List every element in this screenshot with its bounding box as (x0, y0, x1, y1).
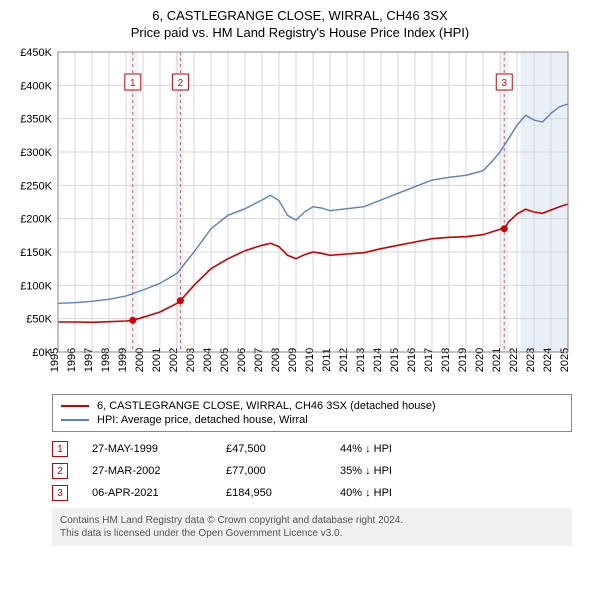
sales-row-hpi: 40% ↓ HPI (340, 487, 450, 499)
shading-band (129, 52, 138, 352)
x-axis-label: 2021 (491, 348, 503, 372)
sales-row-hpi: 44% ↓ HPI (340, 443, 450, 455)
y-axis-label: £200K (20, 214, 52, 226)
x-axis-label: 2002 (168, 348, 180, 372)
x-axis-label: 2017 (423, 348, 435, 372)
sale-point (501, 225, 508, 232)
sale-marker-num: 1 (130, 78, 136, 89)
y-axis-label: £100K (20, 280, 52, 292)
sale-marker-num: 2 (178, 78, 184, 89)
x-axis-label: 1998 (100, 348, 112, 372)
x-axis-label: 2006 (236, 348, 248, 372)
footer-attribution: Contains HM Land Registry data © Crown c… (52, 508, 572, 546)
x-axis-label: 1999 (117, 348, 129, 372)
x-axis-label: 2001 (151, 348, 163, 372)
x-axis-label: 2023 (525, 348, 537, 372)
chart-area: £0K£50K£100K£150K£200K£250K£300K£350K£40… (12, 46, 588, 386)
sales-table: 1 27-MAY-1999 £47,500 44% ↓ HPI 2 27-MAR-2002… (52, 438, 588, 504)
footer-line-2: This data is licensed under the Open Gov… (60, 527, 564, 540)
y-axis-label: £50K (26, 314, 52, 326)
x-axis-label: 2012 (338, 348, 350, 372)
sales-row-num: 1 (52, 441, 68, 457)
legend-swatch (61, 419, 89, 421)
x-axis-label: 2008 (270, 348, 282, 372)
legend-swatch (61, 405, 89, 407)
x-axis-label: 2009 (287, 348, 299, 372)
sales-row-hpi: 35% ↓ HPI (340, 465, 450, 477)
x-axis-label: 2019 (457, 348, 469, 372)
sales-row-date: 06-APR-2021 (92, 487, 202, 499)
sales-row-num: 3 (52, 485, 68, 501)
sales-row-num: 2 (52, 463, 68, 479)
x-axis-label: 2015 (389, 348, 401, 372)
sale-point (177, 297, 184, 304)
y-axis-label: £250K (20, 180, 52, 192)
sales-row: 3 06-APR-2021 £184,950 40% ↓ HPI (52, 482, 588, 504)
chart-title: 6, CASTLEGRANGE CLOSE, WIRRAL, CH46 3SX (12, 8, 588, 23)
x-axis-label: 1997 (83, 348, 95, 372)
legend-label: HPI: Average price, detached house, Wirr… (97, 414, 308, 426)
x-axis-label: 2018 (440, 348, 452, 372)
sales-row-price: £77,000 (226, 465, 316, 477)
sales-row-price: £184,950 (226, 487, 316, 499)
x-axis-label: 2004 (202, 348, 214, 372)
y-axis-label: £350K (20, 114, 52, 126)
y-axis-label: £150K (20, 247, 52, 259)
sales-row: 2 27-MAR-2002 £77,000 35% ↓ HPI (52, 460, 588, 482)
x-axis-label: 2020 (474, 348, 486, 372)
legend-item: 6, CASTLEGRANGE CLOSE, WIRRAL, CH46 3SX … (61, 399, 563, 413)
sale-marker-num: 3 (501, 78, 507, 89)
chart-subtitle: Price paid vs. HM Land Registry's House … (12, 25, 588, 40)
y-axis-label: £400K (20, 80, 52, 92)
legend: 6, CASTLEGRANGE CLOSE, WIRRAL, CH46 3SX … (52, 394, 572, 432)
x-axis-label: 2013 (355, 348, 367, 372)
y-axis-label: £300K (20, 147, 52, 159)
x-axis-label: 2007 (253, 348, 265, 372)
x-axis-label: 2000 (134, 348, 146, 372)
sales-row-price: £47,500 (226, 443, 316, 455)
footer-line-1: Contains HM Land Registry data © Crown c… (60, 514, 564, 527)
x-axis-label: 2003 (185, 348, 197, 372)
sales-row: 1 27-MAY-1999 £47,500 44% ↓ HPI (52, 438, 588, 460)
y-axis-label: £450K (20, 47, 52, 59)
sales-row-date: 27-MAR-2002 (92, 465, 202, 477)
shading-band (520, 52, 568, 352)
x-axis-label: 1995 (49, 348, 61, 372)
x-axis-label: 2010 (304, 348, 316, 372)
legend-item: HPI: Average price, detached house, Wirr… (61, 413, 563, 427)
chart-svg: £0K£50K£100K£150K£200K£250K£300K£350K£40… (12, 46, 572, 386)
legend-label: 6, CASTLEGRANGE CLOSE, WIRRAL, CH46 3SX … (97, 400, 436, 412)
x-axis-label: 2024 (542, 348, 554, 372)
x-axis-label: 2014 (372, 348, 384, 372)
chart-container: 6, CASTLEGRANGE CLOSE, WIRRAL, CH46 3SX … (0, 0, 600, 554)
x-axis-label: 1996 (66, 348, 78, 372)
x-axis-label: 2022 (508, 348, 520, 372)
x-axis-label: 2016 (406, 348, 418, 372)
sales-row-date: 27-MAY-1999 (92, 443, 202, 455)
x-axis-label: 2025 (559, 348, 571, 372)
title-block: 6, CASTLEGRANGE CLOSE, WIRRAL, CH46 3SX … (12, 8, 588, 40)
sale-point (129, 317, 136, 324)
x-axis-label: 2005 (219, 348, 231, 372)
